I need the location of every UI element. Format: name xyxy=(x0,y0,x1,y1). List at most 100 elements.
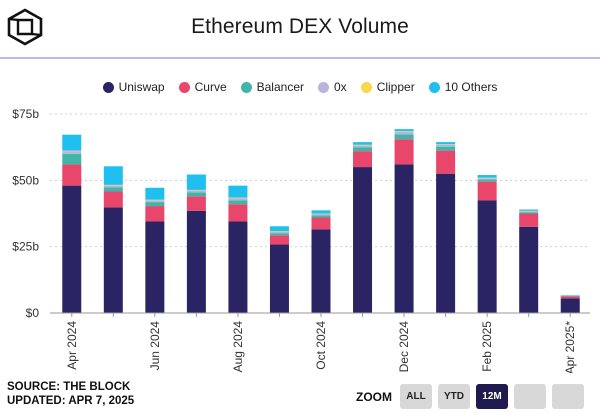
bar-segment-clipper xyxy=(311,213,331,215)
legend-swatch xyxy=(102,81,114,93)
updated-text: UPDATED: APR 7, 2025 xyxy=(7,395,135,407)
y-tick-label: $75b xyxy=(12,107,39,121)
x-tick-label: Aug 2024 xyxy=(231,321,245,373)
legend-item-10-others[interactable]: 10 Others xyxy=(428,80,498,94)
bar-segment-0x xyxy=(228,198,248,201)
bar-segment-balancer xyxy=(186,192,206,197)
bar-segment-balancer xyxy=(436,146,456,151)
x-tick-label: Apr 2024 xyxy=(65,321,79,370)
bar-segment-balancer xyxy=(62,153,82,165)
bar-segment-curve xyxy=(269,235,289,245)
source-text: SOURCE: THE BLOCK xyxy=(7,381,131,393)
bar-segment-10-others xyxy=(311,210,331,214)
bar-segment-0x xyxy=(62,151,82,154)
bar-segment-clipper xyxy=(186,189,206,191)
bar-segment-0x xyxy=(560,295,580,297)
y-tick-label: $0 xyxy=(26,306,40,320)
y-tick-label: $25b xyxy=(12,240,39,254)
bar-segment-0x xyxy=(145,200,165,203)
bar-segment-clipper xyxy=(62,150,82,152)
bar-segment-curve xyxy=(145,206,165,222)
bar-segment-balancer xyxy=(228,200,248,205)
bar-segment-10-others xyxy=(560,295,580,296)
bar-segment-curve xyxy=(62,164,82,186)
legend-swatch xyxy=(318,81,329,93)
bar-segment-uniswap xyxy=(394,164,414,313)
the-block-cube-logo xyxy=(7,8,43,46)
chart-legend: Uniswap Curve Balancer 0x Clipper 10 Others xyxy=(0,79,600,95)
legend-item-curve[interactable]: Curve xyxy=(178,80,227,94)
legend-item-clipper[interactable]: Clipper xyxy=(360,80,415,94)
bar-segment-0x xyxy=(394,131,414,135)
bar-segment-curve xyxy=(311,217,331,230)
bar-segment-clipper xyxy=(103,184,123,186)
bar-segment-curve xyxy=(560,296,580,299)
zoom-button-blank-3[interactable] xyxy=(514,384,546,409)
bar-segment-balancer xyxy=(145,202,165,207)
bar-segment-uniswap xyxy=(477,200,497,313)
legend-item-uniswap[interactable]: Uniswap xyxy=(102,80,165,94)
bar-segment-uniswap xyxy=(186,210,206,313)
bar-segment-clipper xyxy=(228,197,248,199)
legend-swatch xyxy=(240,81,252,93)
bar-segment-uniswap xyxy=(269,244,289,313)
bar-segment-clipper xyxy=(519,210,539,212)
bar-segment-10-others xyxy=(477,175,497,178)
bar-segment-balancer xyxy=(394,134,414,140)
bar-segment-10-others xyxy=(353,142,373,145)
bar-segment-10-others xyxy=(62,134,82,151)
bar-segment-clipper xyxy=(145,199,165,201)
zoom-button-blank-4[interactable] xyxy=(552,384,584,409)
zoom-controls: ZOOM ALL YTD 12M xyxy=(356,384,584,409)
bar-segment-balancer xyxy=(560,296,580,297)
bar-segment-10-others xyxy=(145,187,165,200)
bar-segment-10-others xyxy=(186,174,206,190)
bar-segment-0x xyxy=(103,185,123,188)
bar-segment-uniswap xyxy=(62,185,82,313)
bar-segment-clipper xyxy=(477,177,497,179)
bar-segment-uniswap xyxy=(519,226,539,313)
bar-segment-curve xyxy=(353,151,373,168)
bar-segment-0x xyxy=(519,211,539,213)
legend-item-balancer[interactable]: Balancer xyxy=(240,80,304,94)
bar-segment-clipper xyxy=(269,231,289,232)
bar-segment-uniswap xyxy=(560,298,580,313)
zoom-button-12m[interactable]: 12M xyxy=(476,384,508,409)
bar-segment-balancer xyxy=(519,212,539,214)
bar-segment-0x xyxy=(269,231,289,234)
bar-segment-clipper xyxy=(436,144,456,145)
bar-segment-balancer xyxy=(477,179,497,182)
legend-label: Curve xyxy=(194,80,227,94)
bar-segment-balancer xyxy=(353,147,373,152)
header: Ethereum DEX Volume xyxy=(0,0,600,58)
legend-label: Balancer xyxy=(256,80,304,94)
bar-segment-0x xyxy=(353,145,373,148)
legend-label: 10 Others xyxy=(444,80,498,94)
zoom-button-ytd[interactable]: YTD xyxy=(438,384,470,409)
bar-segment-curve xyxy=(186,196,206,211)
x-tick-label: Apr 2025* xyxy=(563,321,577,373)
x-tick-label: Jun 2024 xyxy=(148,321,162,371)
bar-segment-uniswap xyxy=(145,221,165,313)
bar-segment-10-others xyxy=(103,166,123,185)
bar-segment-clipper xyxy=(394,131,414,132)
bar-segment-uniswap xyxy=(311,229,331,313)
bar-segment-curve xyxy=(103,191,123,208)
legend-label: 0x xyxy=(334,80,347,94)
bar-segment-10-others xyxy=(436,142,456,145)
legend-swatch xyxy=(428,81,440,93)
bar-segment-0x xyxy=(186,190,206,193)
bar-segment-10-others xyxy=(269,226,289,232)
legend-label: Clipper xyxy=(376,80,415,94)
footer-info: SOURCE: THE BLOCK UPDATED: APR 7, 2025 xyxy=(7,380,134,408)
bar-segment-curve xyxy=(436,150,456,174)
bar-segment-curve xyxy=(394,139,414,165)
bar-segment-uniswap xyxy=(103,207,123,313)
header-divider xyxy=(0,57,600,59)
zoom-button-all[interactable]: ALL xyxy=(400,384,432,409)
legend-item-0x[interactable]: 0x xyxy=(318,80,347,94)
bar-segment-uniswap xyxy=(436,173,456,313)
bar-segment-uniswap xyxy=(353,167,373,313)
bar-segment-balancer xyxy=(103,187,123,192)
bar-segment-0x xyxy=(436,144,456,147)
